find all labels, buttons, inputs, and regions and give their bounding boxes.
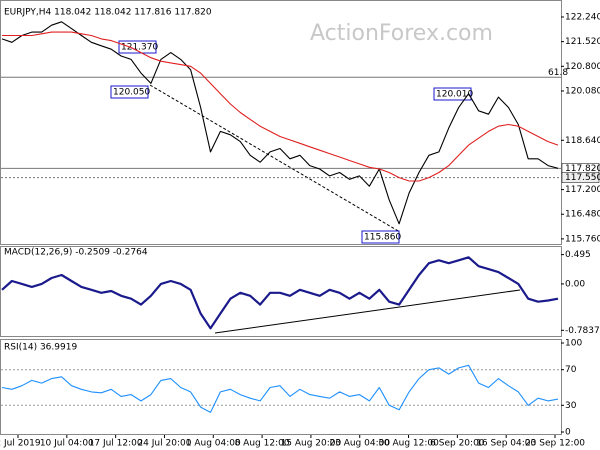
annotation-box — [118, 40, 157, 54]
y-tick-label: 100 — [565, 339, 582, 349]
series-line — [1, 364, 559, 413]
y-tick-label: 0 — [565, 428, 571, 438]
annotation: 120.050 — [113, 88, 150, 98]
y-tick-label: 30 — [565, 401, 577, 411]
x-tick-label: 16 Sep 04:00 — [476, 439, 536, 449]
x-tick-label: 23 Sep 12:00 — [525, 439, 585, 449]
annotation-box — [433, 87, 472, 101]
x-tick-label: 2 Jul 2019 — [0, 439, 41, 449]
y-tick-label: 122.240 — [565, 12, 600, 22]
y-tick-label: 117.200 — [565, 185, 600, 195]
annotation: 115.860 — [364, 233, 401, 243]
panel-title: MACD(12,26,9) -0.2509 -0.2764 — [4, 248, 148, 258]
trend-line — [149, 84, 401, 233]
price-box — [561, 172, 600, 183]
rsi-panel — [0, 339, 562, 435]
x-tick-label: 10 Jul 04:00 — [40, 439, 94, 449]
macd-panel — [0, 246, 562, 337]
y-tick-label: 0.00 — [565, 279, 585, 289]
x-tick-label: 24 Jul 20:00 — [137, 439, 191, 449]
y-tick-label: 70 — [565, 365, 577, 375]
watermark: ActionForex.com — [310, 21, 493, 46]
x-tick-label: 30 Aug 12:00 — [378, 439, 439, 449]
series-line — [2, 31, 559, 182]
annotation-box — [110, 85, 149, 99]
annotation: 120.010 — [436, 90, 473, 100]
series-line — [1, 21, 559, 225]
x-tick-label: 23 Aug 04:00 — [329, 439, 390, 449]
price-label: 117.820 — [565, 164, 600, 174]
x-tick-label: 17 Jul 12:00 — [89, 439, 143, 449]
annotation-box — [361, 230, 400, 244]
price-label: 117.550 — [565, 173, 600, 183]
y-tick-label: 116.480 — [565, 210, 600, 220]
y-tick-label: 118.640 — [565, 136, 600, 146]
panel-title: RSI(14) 36.9919 — [4, 343, 77, 353]
y-tick-label: -0.7837 — [565, 326, 600, 336]
x-tick-label: 1 Aug 04:00 — [186, 439, 241, 449]
y-tick-label: 0.495 — [565, 250, 591, 260]
macd-trend-line — [214, 289, 521, 334]
y-tick-label: 115.760 — [565, 234, 600, 244]
annotation: 121.370 — [121, 43, 158, 53]
level-label: 61.8 — [548, 68, 568, 78]
x-tick-label: 6 Sep 20:00 — [430, 439, 485, 449]
x-tick-label: 15 Aug 20:00 — [281, 439, 342, 449]
panel-title: EURJPY,H4 118.042 118.042 117.816 117.82… — [4, 8, 212, 18]
series-line — [1, 256, 559, 330]
y-tick-label: 120.800 — [565, 62, 600, 72]
x-tick-label: 8 Aug 12:00 — [235, 439, 290, 449]
y-tick-label: 121.520 — [565, 37, 600, 47]
y-tick-label: 120.080 — [565, 86, 600, 96]
price-panel — [0, 0, 562, 245]
